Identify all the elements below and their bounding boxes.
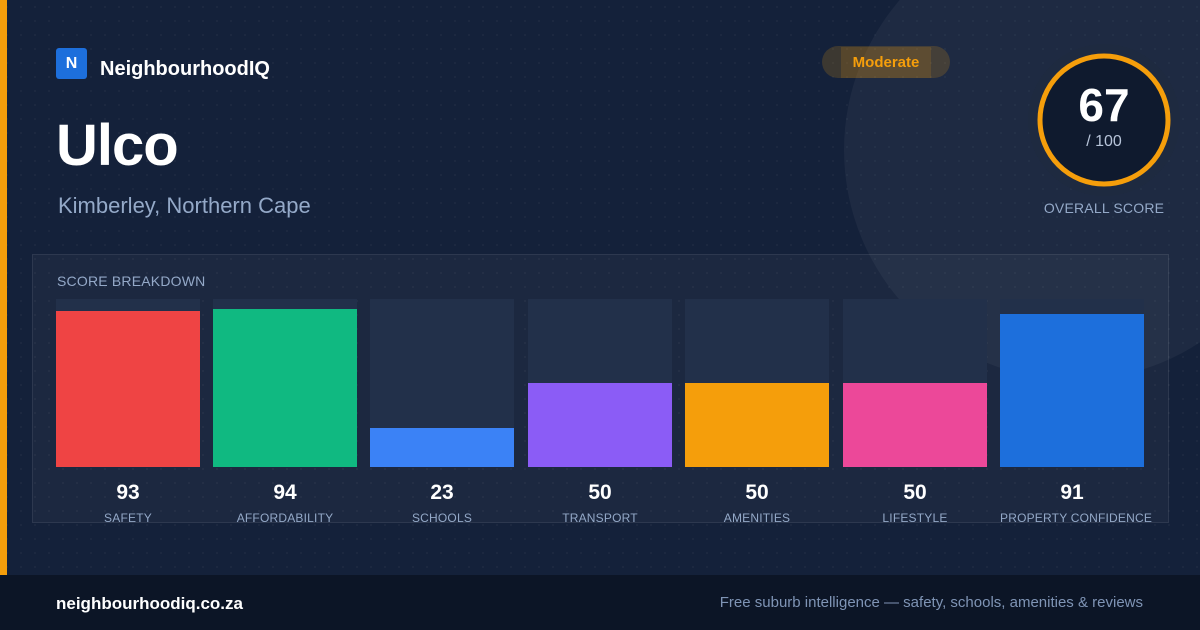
score-value: 50 — [588, 481, 612, 504]
score-ring-graphic — [1028, 44, 1180, 196]
score-bar-track — [843, 299, 987, 467]
hero-panel: N NeighbourhoodIQ Ulco Kimberley, Northe… — [0, 0, 1200, 575]
score-bar-track — [370, 299, 514, 467]
score-column-affordability: 94 AFFORDABILITY — [213, 299, 357, 525]
overall-score-max: / 100 — [1086, 133, 1122, 150]
footer-tagline: Free suburb intelligence — safety, schoo… — [719, 594, 1143, 611]
overall-score-caption: OVERALL SCORE — [1043, 200, 1165, 216]
score-bar-lifestyle — [843, 383, 987, 467]
score-column-lifestyle: 50 LIFESTYLE — [843, 299, 987, 525]
accent-stripe — [0, 0, 7, 575]
score-bar-transport — [528, 383, 672, 467]
score-bar-track — [56, 299, 200, 467]
score-breakdown-panel: SCORE BREAKDOWN 93 SAFETY 94 AFFORDABILI… — [32, 254, 1169, 525]
breakdown-title: SCORE BREAKDOWN — [57, 273, 206, 289]
score-label: AFFORDABILITY — [236, 511, 334, 525]
score-bar-track — [213, 299, 357, 467]
score-bar-amenities — [685, 383, 829, 467]
score-bar-property-confidence — [1000, 314, 1144, 467]
score-bar-track — [528, 299, 672, 467]
overall-score-ring: 67 / 100 — [1028, 44, 1180, 196]
score-value: 93 — [116, 481, 140, 504]
brand-logo-icon: N — [56, 48, 87, 79]
footer: neighbourhoodiq.co.za Free suburb intell… — [0, 575, 1200, 630]
score-bar-safety — [56, 310, 200, 467]
score-ring-arc — [1037, 53, 1171, 187]
overall-score-value: 67 — [1078, 79, 1130, 131]
score-bar-schools — [370, 428, 514, 467]
score-value: 94 — [273, 481, 297, 504]
suburb-title: Ulco — [56, 113, 179, 178]
rating-badge: Moderate — [822, 46, 950, 78]
score-label: LIFESTYLE — [882, 511, 948, 525]
score-label: SCHOOLS — [411, 511, 473, 525]
score-column-amenities: 50 AMENITIES — [685, 299, 829, 525]
score-label: TRANSPORT — [562, 511, 638, 525]
suburb-location: Kimberley, Northern Cape — [58, 193, 311, 218]
score-value: 50 — [745, 481, 769, 504]
score-value: 23 — [430, 481, 454, 504]
score-value: 91 — [1060, 481, 1084, 504]
score-column-safety: 93 SAFETY — [56, 299, 200, 525]
score-bar-track — [685, 299, 829, 467]
score-column-transport: 50 TRANSPORT — [528, 299, 672, 525]
score-column-schools: 23 SCHOOLS — [370, 299, 514, 525]
score-label: PROPERTY CONFIDENCE — [1000, 511, 1153, 525]
score-column-property-confidence: 91 PROPERTY CONFIDENCE — [1000, 299, 1153, 525]
score-bar-track — [1000, 299, 1144, 467]
footer-site-link[interactable]: neighbourhoodiq.co.za — [56, 594, 243, 613]
score-label: AMENITIES — [723, 511, 791, 525]
score-label: SAFETY — [104, 511, 152, 525]
brand[interactable]: N NeighbourhoodIQ — [56, 46, 270, 81]
brand-name: NeighbourhoodIQ — [100, 58, 270, 80]
score-bar-affordability — [213, 309, 357, 467]
score-value: 50 — [903, 481, 927, 504]
rating-badge-label: Moderate — [840, 46, 932, 78]
